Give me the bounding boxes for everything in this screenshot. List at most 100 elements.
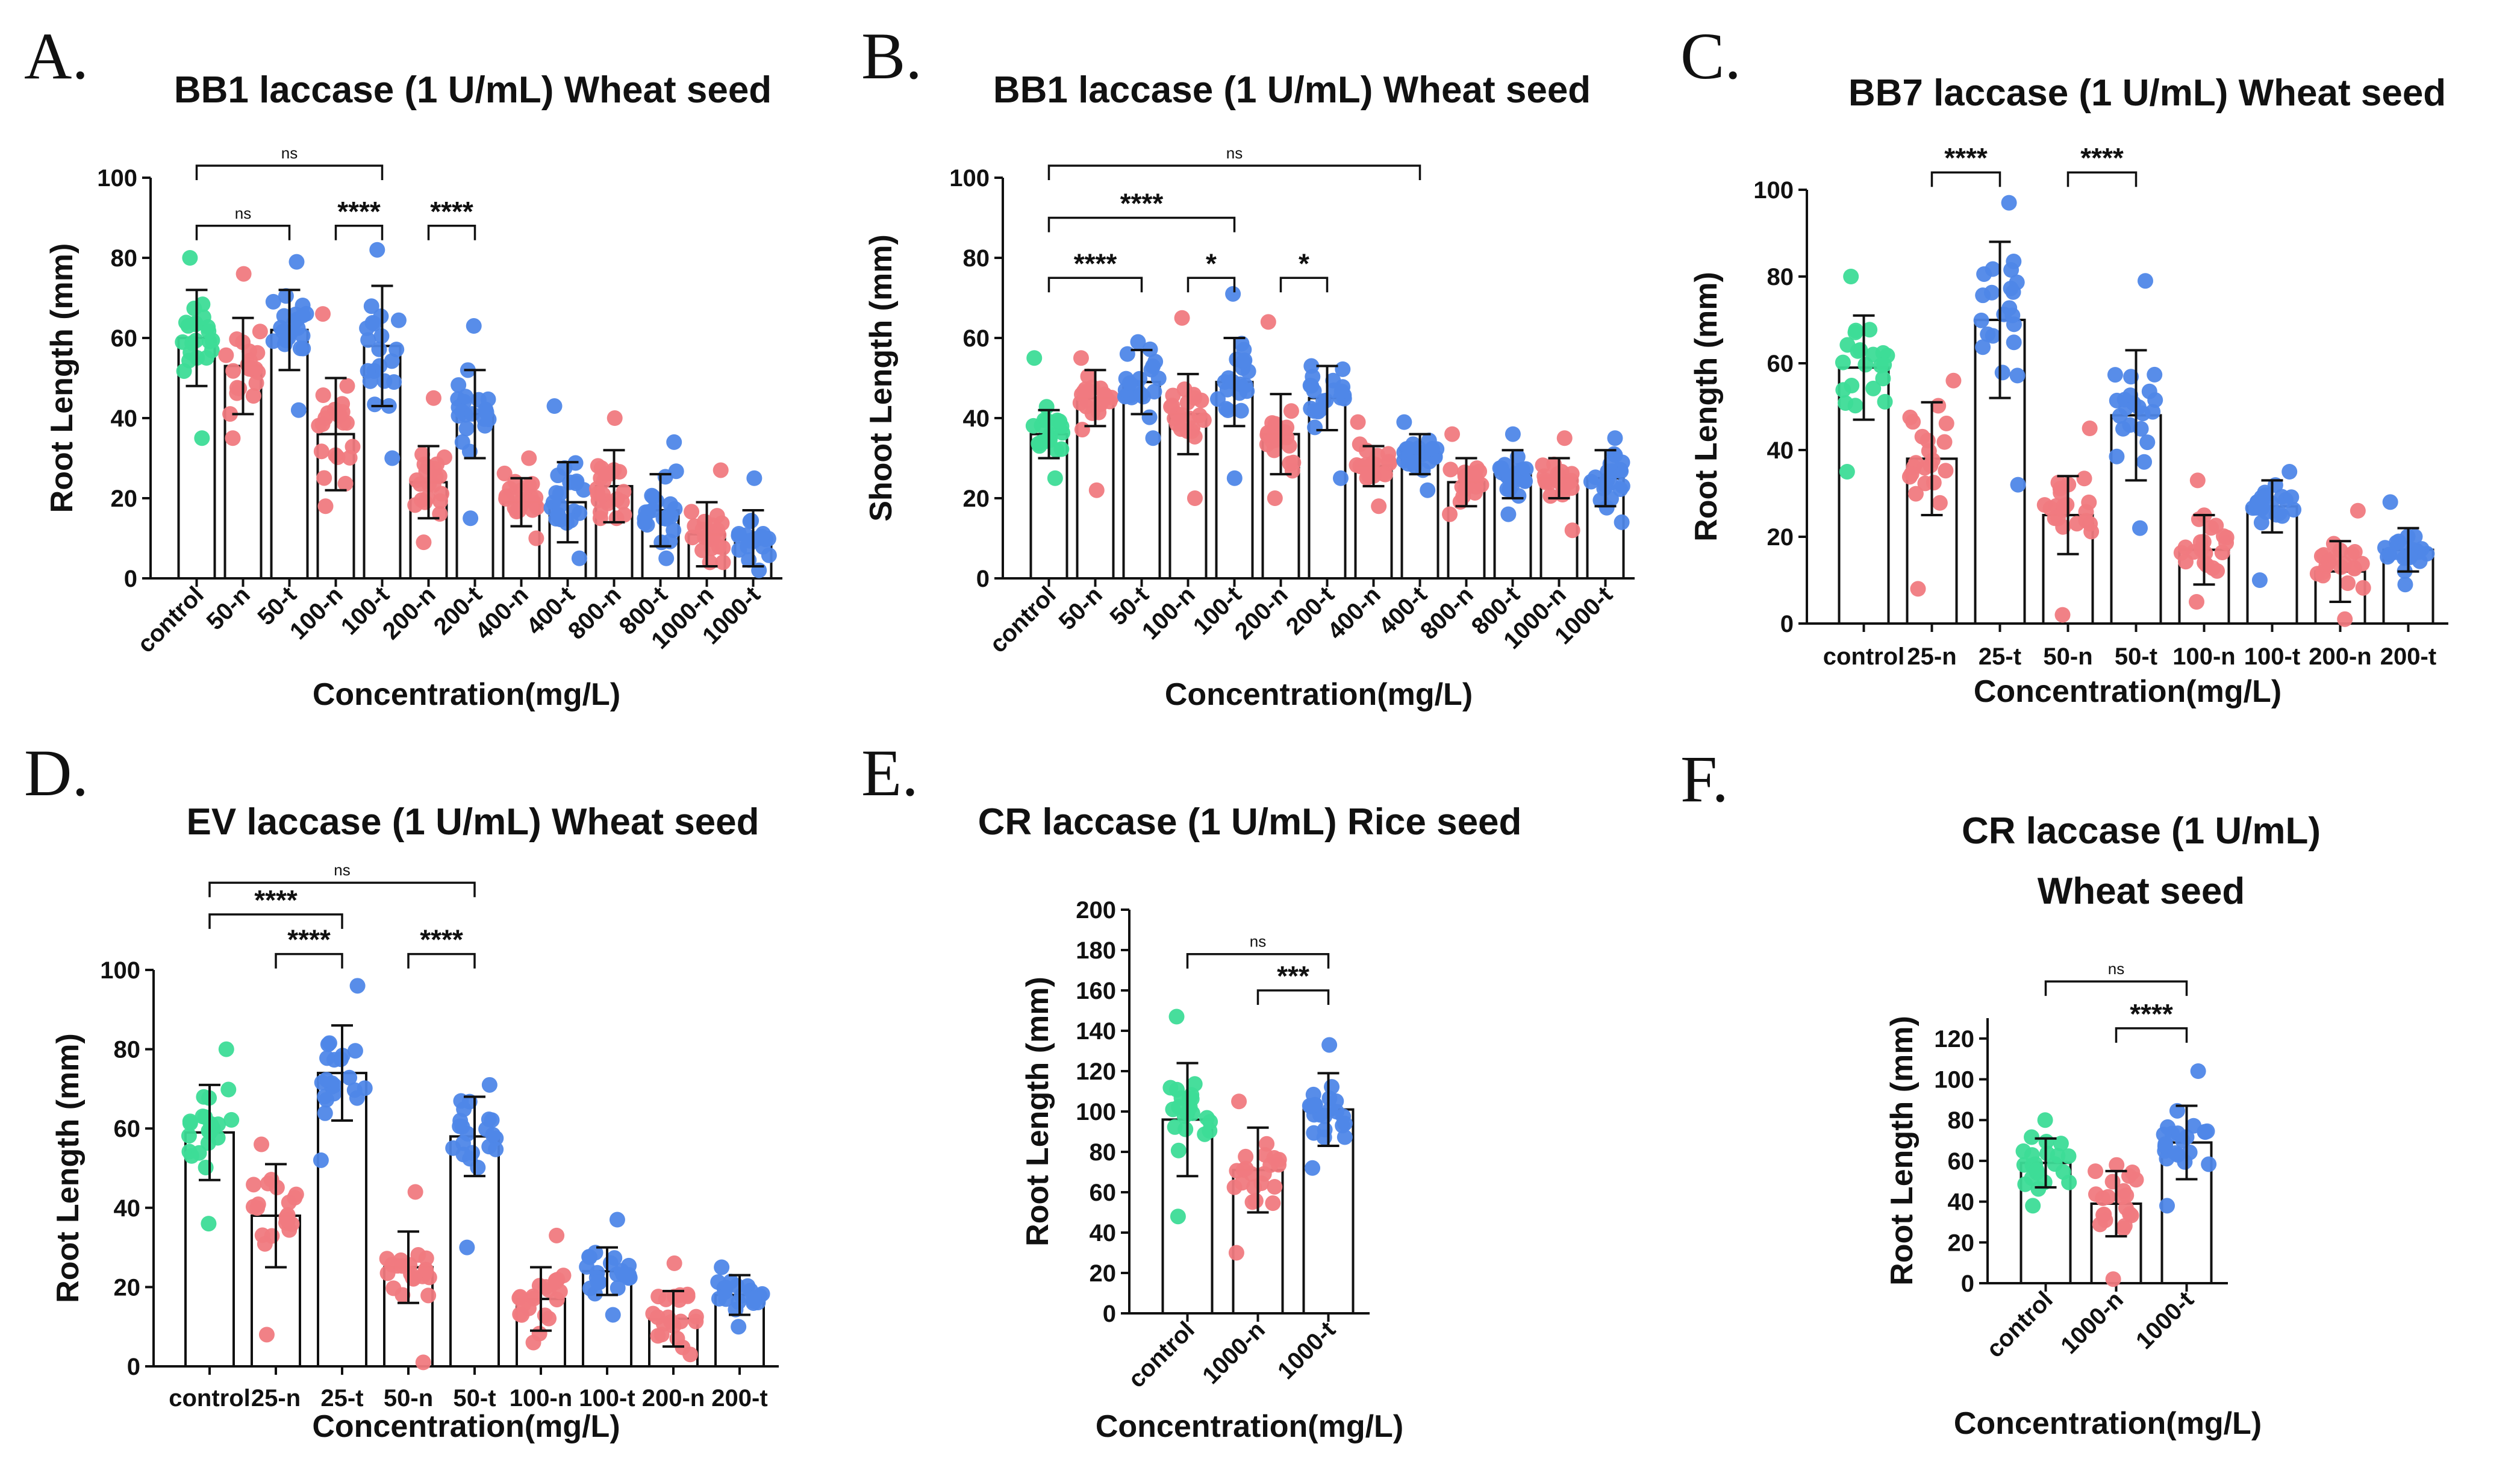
significance-label: **** bbox=[254, 884, 298, 916]
chart-title: Wheat seed bbox=[2038, 871, 2245, 912]
data-point bbox=[731, 542, 747, 558]
data-point bbox=[1244, 1194, 1261, 1210]
data-point bbox=[2036, 497, 2053, 513]
y-tick-label: 120 bbox=[1076, 1058, 1116, 1085]
data-point bbox=[2350, 502, 2366, 519]
data-point bbox=[711, 527, 727, 543]
data-point bbox=[1920, 433, 1936, 449]
data-point bbox=[1910, 581, 1926, 597]
data-point bbox=[2088, 1163, 2104, 1180]
data-point bbox=[1492, 460, 1508, 477]
significance-bracket bbox=[334, 225, 384, 240]
data-point bbox=[2157, 1136, 2174, 1152]
data-point bbox=[2340, 575, 2356, 591]
data-point bbox=[1199, 1110, 1215, 1126]
data-point bbox=[1049, 412, 1065, 428]
data-point bbox=[481, 1077, 497, 1093]
chart-title: EV laccase (1 U/mL) Wheat seed bbox=[186, 801, 759, 843]
data-point bbox=[1844, 378, 1860, 394]
data-point bbox=[2116, 1183, 2132, 1199]
data-point bbox=[250, 1196, 266, 1213]
data-point bbox=[2100, 1189, 2116, 1205]
y-tick-label: 80 bbox=[1767, 264, 1794, 290]
data-point bbox=[321, 1035, 337, 1051]
data-point bbox=[761, 547, 777, 563]
y-tick-label: 80 bbox=[963, 245, 990, 272]
panel-1: A. BB1 laccase (1 U/mL) Wheat seed 0 20 40 60… bbox=[24, 19, 782, 712]
y-tick-label: 40 bbox=[111, 405, 138, 432]
data-point bbox=[1228, 1245, 1244, 1261]
data-point bbox=[2186, 544, 2202, 560]
data-point bbox=[2145, 404, 2161, 420]
data-point bbox=[1332, 470, 1349, 486]
data-point bbox=[481, 411, 497, 427]
data-point bbox=[195, 309, 211, 325]
x-tick-label: 200-n bbox=[378, 581, 441, 645]
data-point bbox=[1025, 417, 1041, 434]
data-point bbox=[1191, 407, 1208, 424]
data-point bbox=[2006, 253, 2022, 269]
significance-bracket bbox=[427, 225, 476, 240]
data-point bbox=[1307, 419, 1323, 436]
data-point bbox=[2003, 280, 2019, 296]
data-point bbox=[319, 1050, 335, 1066]
significance-bracket bbox=[1279, 277, 1329, 293]
data-point bbox=[1980, 326, 1996, 342]
data-point bbox=[1165, 1101, 1181, 1118]
data-point bbox=[1371, 498, 1387, 514]
data-point bbox=[432, 493, 448, 509]
data-point bbox=[384, 450, 401, 466]
data-point bbox=[1973, 312, 1989, 328]
data-point bbox=[408, 472, 425, 489]
y-tick-label: 60 bbox=[963, 325, 990, 352]
y-tick-label: 60 bbox=[1948, 1148, 1975, 1175]
data-point bbox=[349, 1090, 365, 1106]
data-point bbox=[2082, 421, 2098, 436]
data-point bbox=[2253, 501, 2269, 517]
data-point bbox=[1444, 426, 1461, 442]
data-point bbox=[1266, 1150, 1282, 1166]
data-point bbox=[1238, 1148, 1254, 1165]
data-point bbox=[714, 1259, 730, 1275]
data-point bbox=[666, 522, 682, 539]
data-point bbox=[1265, 1195, 1281, 1212]
data-point bbox=[1053, 441, 1070, 457]
data-point bbox=[429, 456, 445, 472]
data-point bbox=[1903, 466, 1920, 482]
data-point bbox=[607, 410, 623, 426]
significance-bracket bbox=[2044, 980, 2188, 996]
significance-label: ns bbox=[2108, 960, 2124, 978]
data-point bbox=[218, 1041, 234, 1057]
data-point bbox=[1096, 386, 1112, 402]
data-point bbox=[2109, 1157, 2125, 1173]
x-tick-label: 50-n bbox=[202, 581, 255, 635]
data-point bbox=[414, 446, 431, 463]
data-point bbox=[1839, 337, 1856, 353]
data-point bbox=[1121, 375, 1138, 392]
data-point bbox=[1321, 1037, 1338, 1053]
data-point bbox=[1328, 1093, 1344, 1109]
data-point bbox=[1535, 457, 1551, 474]
data-point bbox=[637, 514, 653, 531]
data-point bbox=[2025, 1198, 2041, 1214]
data-point bbox=[311, 417, 327, 434]
data-point bbox=[337, 475, 354, 492]
data-point bbox=[2105, 1271, 2121, 1287]
x-tick-label: 100-t bbox=[579, 1385, 635, 1412]
data-point bbox=[731, 1319, 747, 1335]
data-point bbox=[281, 1195, 297, 1211]
significance-bracket bbox=[208, 881, 476, 898]
data-point bbox=[220, 1081, 237, 1098]
data-point bbox=[384, 353, 400, 369]
data-point bbox=[2253, 489, 2269, 505]
data-point bbox=[552, 498, 568, 514]
x-tick-label: 25-t bbox=[1979, 643, 2021, 670]
y-axis-label: Shoot Length (mm) bbox=[864, 234, 899, 522]
data-point bbox=[326, 1086, 342, 1102]
data-point bbox=[460, 1125, 476, 1142]
data-point bbox=[347, 1043, 363, 1059]
x-axis-label: Concentration(mg/L) bbox=[312, 1409, 620, 1444]
data-point bbox=[1162, 1080, 1179, 1096]
data-point bbox=[260, 1175, 276, 1192]
data-point bbox=[1936, 434, 1953, 450]
